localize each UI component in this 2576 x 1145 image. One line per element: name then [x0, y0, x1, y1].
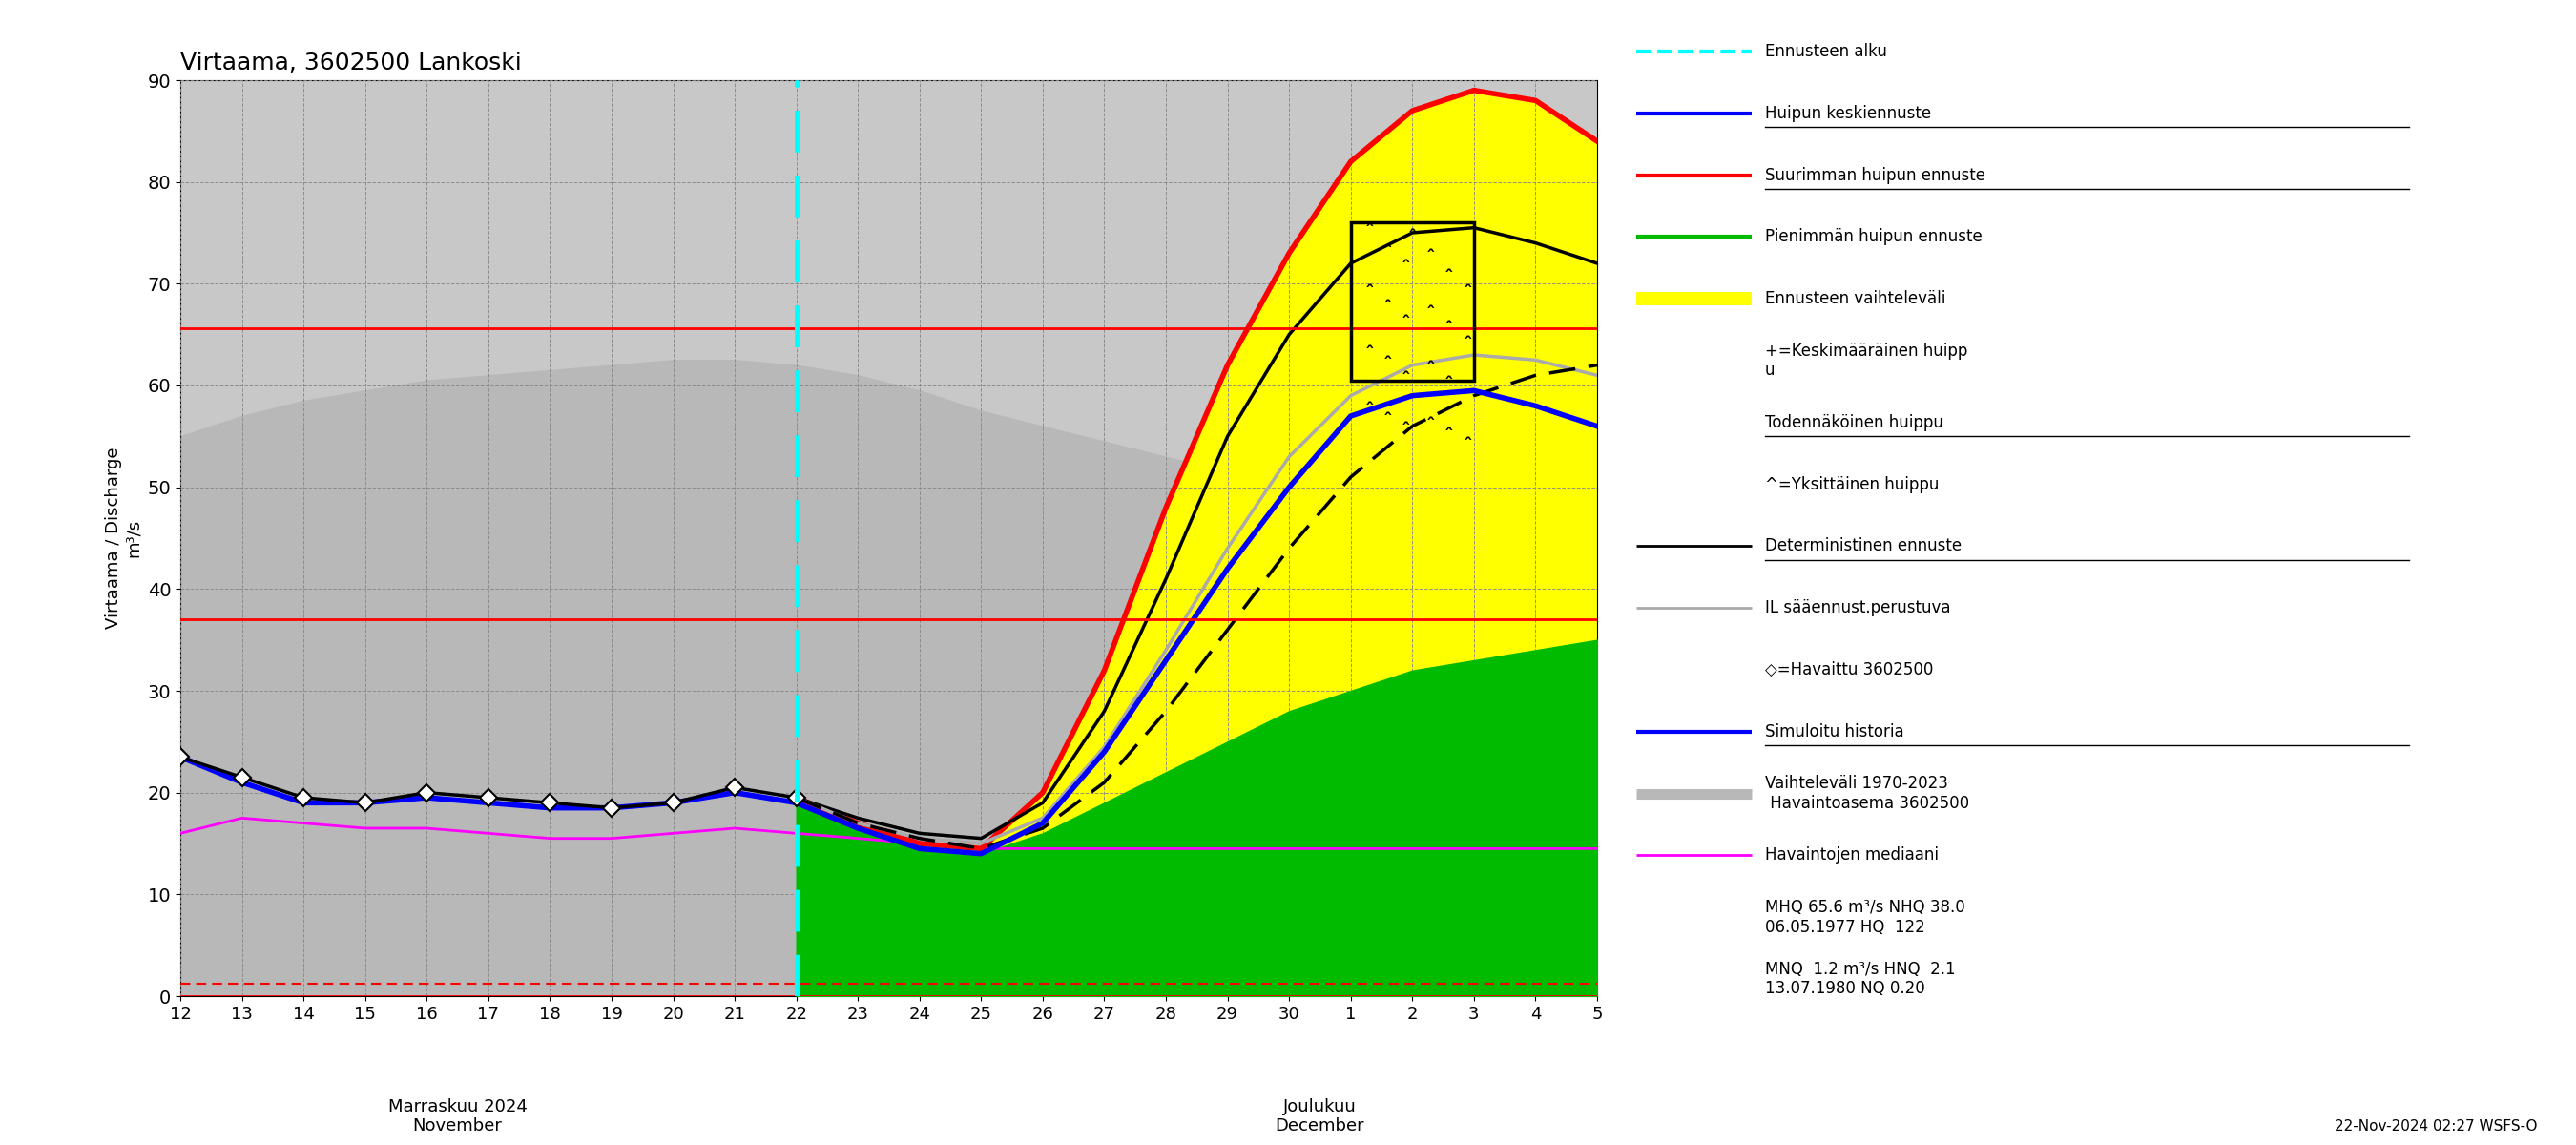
Text: ˆ: ˆ — [1365, 223, 1373, 242]
Text: Virtaama, 3602500 Lankoski: Virtaama, 3602500 Lankoski — [180, 52, 520, 74]
Text: MNQ  1.2 m³/s HNQ  2.1
13.07.1980 NQ 0.20: MNQ 1.2 m³/s HNQ 2.1 13.07.1980 NQ 0.20 — [1765, 961, 1955, 997]
Text: 22-Nov-2024 02:27 WSFS-O: 22-Nov-2024 02:27 WSFS-O — [2334, 1120, 2537, 1134]
Text: ˆ: ˆ — [1406, 229, 1417, 247]
Text: ˆ: ˆ — [1365, 285, 1373, 303]
Text: IL sääennust.perustuva: IL sääennust.perustuva — [1765, 600, 1950, 616]
Text: ˆ: ˆ — [1463, 285, 1473, 303]
Y-axis label: Virtaama / Discharge
m³/s: Virtaama / Discharge m³/s — [106, 448, 142, 629]
Text: ˆ: ˆ — [1383, 300, 1394, 318]
Text: Deterministinen ennuste: Deterministinen ennuste — [1765, 538, 1960, 555]
Text: ˆ: ˆ — [1427, 306, 1435, 323]
Text: ◇=Havaittu 3602500: ◇=Havaittu 3602500 — [1765, 662, 1932, 678]
Text: ˆ: ˆ — [1463, 437, 1473, 456]
Text: Suurimman huipun ennuste: Suurimman huipun ennuste — [1765, 166, 1986, 183]
Text: ˆ: ˆ — [1365, 346, 1373, 364]
Text: ˆ: ˆ — [1427, 417, 1435, 435]
Text: Vaihteleväli 1970-2023
 Havaintoasema 3602500: Vaihteleväli 1970-2023 Havaintoasema 360… — [1765, 775, 1968, 812]
Text: Simuloitu historia: Simuloitu historia — [1765, 724, 1904, 740]
Text: ^=Yksittäinen huippu: ^=Yksittäinen huippu — [1765, 476, 1940, 492]
Text: ˆ: ˆ — [1383, 412, 1394, 431]
Text: ˆ: ˆ — [1383, 356, 1394, 374]
Text: Todennäköinen huippu: Todennäköinen huippu — [1765, 413, 1942, 431]
Text: ˆ: ˆ — [1401, 371, 1412, 389]
Text: ˆ: ˆ — [1445, 321, 1453, 339]
Bar — [1350, 222, 1473, 380]
Text: Huipun keskiennuste: Huipun keskiennuste — [1765, 105, 1929, 123]
Text: ˆ: ˆ — [1365, 402, 1373, 420]
Text: ˆ: ˆ — [1445, 377, 1453, 395]
Text: Havaintojen mediaani: Havaintojen mediaani — [1765, 847, 1937, 863]
Text: ˆ: ˆ — [1383, 244, 1394, 262]
Text: Pienimmän huipun ennuste: Pienimmän huipun ennuste — [1765, 229, 1981, 246]
Text: ˆ: ˆ — [1401, 315, 1412, 333]
Text: Marraskuu 2024
November: Marraskuu 2024 November — [389, 1098, 528, 1135]
Text: ˆ: ˆ — [1427, 361, 1435, 379]
Text: ˆ: ˆ — [1445, 427, 1453, 445]
Text: Ennusteen vaihteleväli: Ennusteen vaihteleväli — [1765, 290, 1945, 307]
Text: MHQ 65.6 m³/s NHQ 38.0
06.05.1977 HQ  122: MHQ 65.6 m³/s NHQ 38.0 06.05.1977 HQ 122 — [1765, 899, 1965, 935]
Text: ˆ: ˆ — [1401, 260, 1412, 277]
Text: ˆ: ˆ — [1463, 335, 1473, 354]
Text: ˆ: ˆ — [1445, 269, 1453, 287]
Text: Ennusteen alku: Ennusteen alku — [1765, 42, 1886, 60]
Text: +=Keskimääräinen huipp
u: +=Keskimääräinen huipp u — [1765, 342, 1968, 379]
Text: ˆ: ˆ — [1401, 423, 1412, 441]
Text: Joulukuu
December: Joulukuu December — [1275, 1098, 1365, 1135]
Text: ˆ: ˆ — [1427, 250, 1435, 267]
